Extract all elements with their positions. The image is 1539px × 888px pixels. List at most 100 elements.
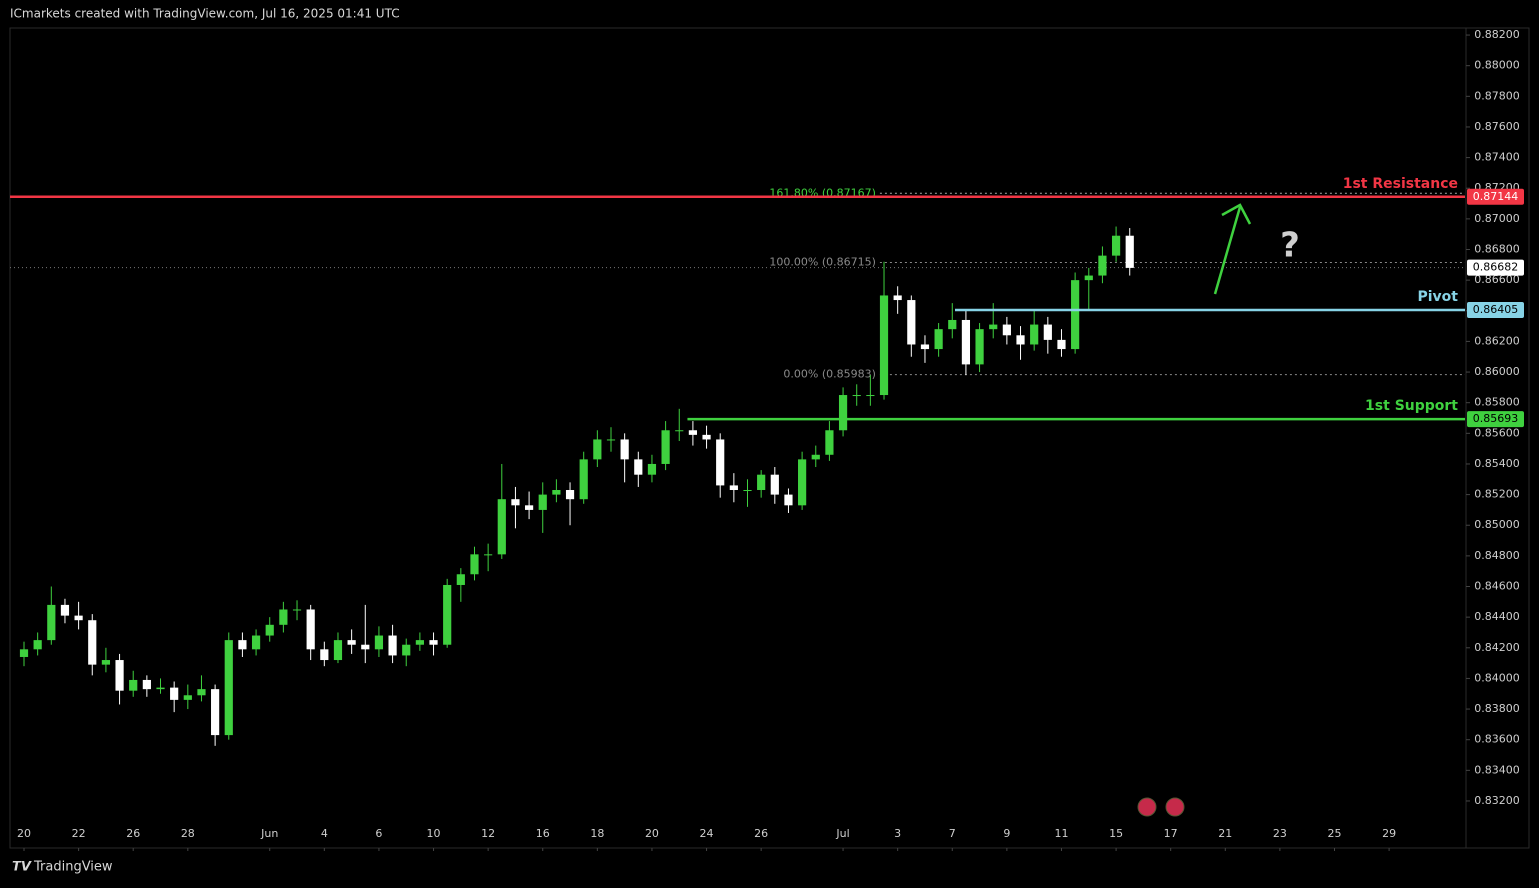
x-tick-label: 17 <box>1164 827 1178 840</box>
candle-body <box>893 295 902 301</box>
candle-body <box>361 644 370 650</box>
price-tag <box>1467 188 1524 205</box>
y-tick-label: 0.85000 <box>1474 518 1520 531</box>
x-tick-label: 20 <box>645 827 659 840</box>
candle-body <box>333 640 343 661</box>
x-tick-label: 28 <box>181 827 195 840</box>
y-tick-label: 0.83200 <box>1474 794 1520 807</box>
y-tick-label: 0.86600 <box>1474 273 1520 286</box>
plot-frame <box>9 27 1530 849</box>
fib-label: 100.00% (0.86715) <box>769 256 876 269</box>
candle-body <box>798 459 807 506</box>
x-tick-label: 9 <box>1003 827 1010 840</box>
candle-body <box>907 300 916 345</box>
candle-body <box>757 474 766 491</box>
x-tick-label: 21 <box>1218 827 1232 840</box>
x-tick-label: 6 <box>375 827 382 840</box>
y-tick-label: 0.87000 <box>1474 212 1520 225</box>
x-tick-label: 26 <box>126 827 140 840</box>
x-tick-label: Jun <box>260 827 278 840</box>
candle-body <box>729 485 738 491</box>
candle-body <box>183 695 192 700</box>
y-tick-label: 0.86200 <box>1474 334 1520 347</box>
y-tick-label: 0.84800 <box>1474 549 1520 562</box>
y-tick-label: 0.83400 <box>1474 763 1520 776</box>
x-tick-label: 18 <box>590 827 604 840</box>
candle-body <box>374 635 384 650</box>
candle-body <box>1002 324 1011 336</box>
level-name: Pivot <box>1418 289 1459 305</box>
x-tick-label: 20 <box>17 827 31 840</box>
candle-body <box>1057 339 1066 350</box>
candle-body <box>852 395 861 397</box>
candle-body <box>306 609 315 650</box>
x-tick-label: 25 <box>1327 827 1341 840</box>
y-tick-label: 0.85400 <box>1474 457 1520 470</box>
candle-body <box>538 494 547 510</box>
candle-body <box>552 490 561 495</box>
y-tick-label: 0.88200 <box>1474 28 1520 41</box>
candle-body <box>524 505 534 510</box>
candle-body <box>388 635 397 656</box>
candle-body <box>716 439 725 486</box>
candle-body <box>825 430 834 455</box>
flag-icon <box>1165 797 1185 817</box>
level-name: 1st Support <box>1365 398 1458 414</box>
x-tick-label: 10 <box>427 827 441 840</box>
candle-body <box>224 640 233 736</box>
y-tick-label: 0.87400 <box>1474 151 1520 164</box>
candle-body <box>1111 235 1121 256</box>
annotation: ? <box>1280 226 1300 266</box>
x-tick-label: 3 <box>894 827 901 840</box>
candle-body <box>634 459 643 475</box>
candle-body <box>1071 280 1080 350</box>
candle-body <box>743 490 752 492</box>
candle-body <box>879 295 889 396</box>
candle-body <box>265 624 274 636</box>
flag-icon <box>1137 797 1157 817</box>
price-tag-label: 0.85693 <box>1473 412 1519 425</box>
candle-body <box>784 494 793 506</box>
arrow <box>1213 203 1252 295</box>
y-tick-label: 0.85800 <box>1474 396 1520 409</box>
candle-body <box>948 319 957 330</box>
candle-body <box>47 604 56 641</box>
candle-body <box>511 499 520 506</box>
candle-body <box>142 679 151 690</box>
candle-body <box>497 499 506 555</box>
x-tick-label: 16 <box>536 827 550 840</box>
candle-body <box>279 609 288 625</box>
candle-body <box>620 439 629 460</box>
candle-body <box>579 459 588 500</box>
fib-label: 0.00% (0.85983) <box>783 368 876 381</box>
candle-body <box>702 434 711 440</box>
candle-body <box>33 640 42 650</box>
candle-body <box>675 430 684 432</box>
candle-body <box>1016 335 1025 345</box>
candle-body <box>19 649 29 657</box>
footer-logo: 𝙏𝙑 <box>12 860 32 875</box>
arrow-shaft <box>1213 206 1242 295</box>
candle-body <box>1098 255 1107 276</box>
y-tick-label: 0.87600 <box>1474 120 1520 133</box>
candle-body <box>770 474 779 495</box>
y-tick-label: 0.88000 <box>1474 59 1520 72</box>
candle-body <box>989 324 998 330</box>
candle-body <box>934 329 943 350</box>
candle-body <box>129 679 138 691</box>
price-tag <box>1467 302 1524 319</box>
x-tick-label: 23 <box>1273 827 1287 840</box>
y-tick-label: 0.86000 <box>1474 365 1520 378</box>
header: ICmarkets created with TradingView.com, … <box>10 7 400 21</box>
candle-body <box>429 640 438 645</box>
candle-body <box>211 689 220 736</box>
x-tick-label: 15 <box>1109 827 1123 840</box>
x-tick-label: 11 <box>1054 827 1068 840</box>
candle-body <box>811 454 820 460</box>
candle-body <box>415 640 424 645</box>
x-tick-label: 22 <box>72 827 86 840</box>
candle-body <box>593 439 602 460</box>
candle-body <box>975 329 984 365</box>
candle-body <box>470 554 479 575</box>
